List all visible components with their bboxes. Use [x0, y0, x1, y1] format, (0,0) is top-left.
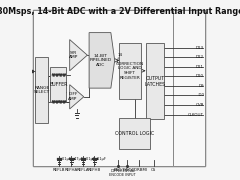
- Text: REFHA: REFHA: [65, 168, 78, 172]
- Text: DIFFERENTIAL
ENCODE INPUT: DIFFERENTIAL ENCODE INPUT: [109, 169, 136, 177]
- FancyBboxPatch shape: [33, 10, 173, 166]
- Text: S/R
AMP: S/R AMP: [69, 51, 78, 59]
- Text: 14: 14: [118, 53, 123, 57]
- Polygon shape: [89, 33, 115, 88]
- Text: CS: CS: [151, 168, 156, 172]
- Text: RANGE
SELECT: RANGE SELECT: [34, 86, 50, 94]
- FancyBboxPatch shape: [33, 10, 205, 166]
- Text: 0.1μF: 0.1μF: [62, 157, 72, 161]
- FancyBboxPatch shape: [50, 67, 66, 102]
- Text: 0.1μF: 0.1μF: [86, 157, 96, 161]
- Text: DIFF
AMP: DIFF AMP: [68, 93, 78, 101]
- Text: CONTROL LOGIC: CONTROL LOGIC: [115, 131, 154, 136]
- Text: D12: D12: [196, 55, 204, 59]
- Text: REFLA: REFLA: [77, 168, 89, 172]
- FancyBboxPatch shape: [173, 10, 205, 166]
- FancyBboxPatch shape: [119, 118, 150, 149]
- Text: D0: D0: [196, 93, 204, 98]
- Text: D13: D13: [196, 46, 204, 50]
- Text: D11: D11: [196, 65, 204, 69]
- Text: D10: D10: [196, 74, 204, 78]
- FancyBboxPatch shape: [35, 57, 48, 123]
- Text: D9: D9: [198, 84, 204, 88]
- Text: ENC: ENC: [114, 168, 122, 172]
- Text: BUFFER: BUFFER: [49, 82, 67, 87]
- Text: REFLB: REFLB: [53, 168, 65, 172]
- Polygon shape: [70, 85, 84, 109]
- Text: REFHB: REFHB: [88, 168, 101, 172]
- Text: OUTPUT
LATCHES: OUTPUT LATCHES: [144, 76, 165, 87]
- Text: 80Msps, 14-Bit ADC with a 2V Differential Input Range: 80Msps, 14-Bit ADC with a 2V Differentia…: [0, 7, 240, 16]
- Text: OVR: OVR: [195, 103, 204, 107]
- Polygon shape: [70, 40, 87, 71]
- FancyBboxPatch shape: [146, 43, 164, 119]
- FancyBboxPatch shape: [119, 43, 141, 98]
- Text: 4.7μF: 4.7μF: [74, 157, 84, 161]
- Text: CORRECTION
LOGIC AND
SHIFT
REGISTER: CORRECTION LOGIC AND SHIFT REGISTER: [116, 62, 144, 80]
- Text: ̅ENC̅: ̅ENC̅: [123, 168, 131, 172]
- Text: DDRBMI: DDRBMI: [132, 168, 147, 172]
- Text: CLKOUT: CLKOUT: [188, 112, 204, 117]
- Text: 0.1μF: 0.1μF: [97, 157, 107, 161]
- Text: 14-BIT
PIPELINED
ADC: 14-BIT PIPELINED ADC: [90, 54, 112, 67]
